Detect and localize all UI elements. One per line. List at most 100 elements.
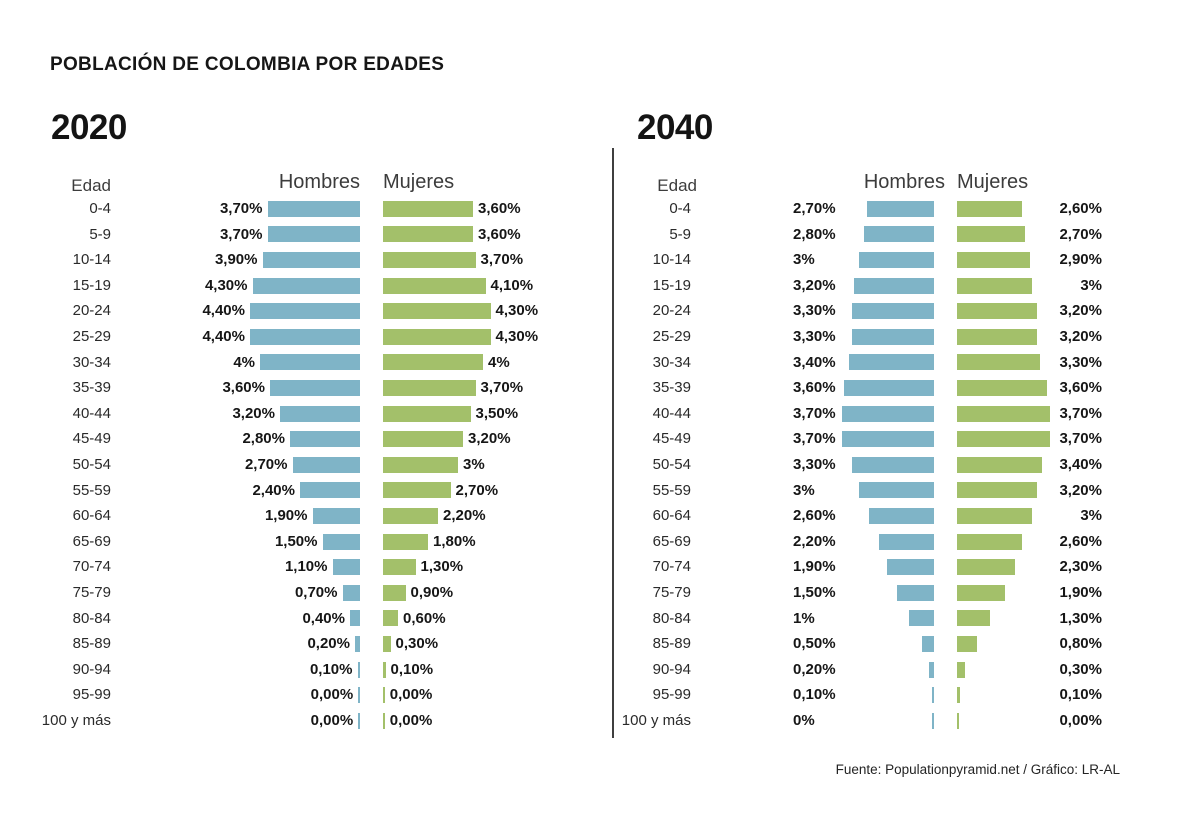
- hombres-bar: [851, 303, 934, 320]
- mujeres-bar: [383, 328, 491, 345]
- hombres-value: 2,70%: [793, 200, 836, 217]
- hombres-value: 1,10%: [284, 558, 328, 576]
- age-label: 40-44: [652, 404, 691, 422]
- hombres-bar: [252, 277, 360, 294]
- hombres-bar: [896, 584, 934, 601]
- age-column-header: Edad: [657, 176, 697, 195]
- mujeres-value: 3%: [463, 456, 485, 473]
- age-label: 45-49: [72, 430, 111, 448]
- hombres-value: 3%: [793, 481, 815, 499]
- hombres-value: 4%: [233, 353, 255, 371]
- age-label: 15-19: [652, 276, 691, 294]
- mujeres-bar: [383, 380, 476, 396]
- hombres-bar: [849, 354, 934, 371]
- mujeres-value: 3,30%: [1059, 353, 1102, 371]
- hombres-value: 3,20%: [793, 276, 836, 294]
- age-label: 60-64: [72, 507, 111, 525]
- hombres-bar: [290, 431, 360, 448]
- mujeres-header: Mujeres: [383, 171, 455, 193]
- hombres-value: 0,70%: [294, 584, 338, 601]
- mujeres-value: 1,90%: [1059, 584, 1102, 601]
- mujeres-bar: [957, 687, 960, 704]
- hombres-value: 0,00%: [310, 686, 354, 704]
- mujeres-value: 3,40%: [1059, 456, 1102, 473]
- age-label: 90-94: [72, 660, 111, 678]
- age-label: 85-89: [72, 635, 111, 653]
- mujeres-bar: [957, 533, 1022, 550]
- mujeres-value: 0,90%: [410, 584, 454, 601]
- mujeres-bar: [957, 456, 1042, 473]
- mujeres-bar: [957, 508, 1032, 524]
- hombres-bar: [250, 328, 360, 345]
- hombres-value: 1,50%: [274, 532, 318, 550]
- mujeres-value: 4,10%: [490, 276, 534, 294]
- hombres-value: 3,30%: [793, 328, 836, 345]
- mujeres-bar: [957, 252, 1030, 268]
- mujeres-bar: [957, 303, 1037, 320]
- hombres-bar: [851, 456, 934, 473]
- mujeres-value: 2,30%: [1059, 558, 1102, 576]
- mujeres-value: 0,00%: [389, 686, 433, 704]
- age-label: 100 y más: [621, 712, 691, 729]
- hombres-value: 3%: [793, 251, 815, 269]
- mujeres-value: 3,20%: [1059, 328, 1102, 345]
- age-label: 65-69: [72, 532, 111, 550]
- hombres-bar: [312, 508, 360, 524]
- mujeres-value: 2,70%: [1059, 225, 1102, 243]
- mujeres-bar: [383, 610, 398, 627]
- mujeres-value: 0,60%: [403, 609, 446, 627]
- age-label: 70-74: [72, 558, 111, 576]
- age-label: 75-79: [72, 584, 111, 601]
- hombres-bar: [929, 661, 934, 678]
- mujeres-bar: [957, 636, 977, 652]
- age-label: 70-74: [652, 558, 691, 576]
- hombres-value: 4,40%: [202, 302, 245, 320]
- hombres-value: 4,40%: [202, 328, 245, 345]
- age-label: 80-84: [72, 609, 111, 627]
- mujeres-bar: [957, 712, 959, 729]
- hombres-value: 0,40%: [302, 609, 345, 627]
- hombres-bar: [270, 380, 360, 396]
- mujeres-bar: [957, 431, 1050, 448]
- mujeres-bar: [383, 508, 438, 524]
- age-label: 20-24: [652, 302, 691, 320]
- hombres-value: 1,90%: [793, 558, 836, 576]
- mujeres-bar: [383, 584, 406, 601]
- age-label: 50-54: [652, 456, 691, 473]
- mujeres-bar: [957, 482, 1037, 499]
- hombres-bar: [869, 508, 934, 524]
- mujeres-value: 0,00%: [1059, 712, 1102, 729]
- age-label: 20-24: [72, 302, 111, 320]
- mujeres-value: 3,70%: [1059, 430, 1102, 448]
- hombres-value: 1,90%: [264, 507, 308, 525]
- mujeres-value: 3,70%: [480, 251, 524, 269]
- hombres-value: 0%: [793, 712, 815, 729]
- age-label: 10-14: [652, 251, 691, 269]
- mujeres-bar: [957, 200, 1022, 217]
- hombres-bar: [350, 610, 360, 627]
- hombres-value: 3,70%: [793, 404, 836, 422]
- age-label: 0-4: [669, 200, 691, 217]
- mujeres-value: 3,20%: [468, 430, 511, 448]
- hombres-bar: [879, 533, 934, 550]
- mujeres-bar: [957, 226, 1025, 243]
- mujeres-value: 2,60%: [1059, 532, 1102, 550]
- mujeres-bar: [957, 354, 1040, 371]
- hombres-value: 3,70%: [219, 225, 263, 243]
- mujeres-value: 3,60%: [478, 200, 521, 217]
- hombres-bar: [342, 584, 360, 601]
- hombres-bar: [358, 687, 360, 704]
- hombres-bar: [280, 405, 360, 422]
- hombres-bar: [292, 456, 360, 473]
- mujeres-value: 2,60%: [1059, 200, 1102, 217]
- hombres-value: 1,50%: [793, 584, 836, 601]
- hombres-value: 4,30%: [204, 276, 248, 294]
- age-label: 75-79: [652, 584, 691, 601]
- hombres-bar: [260, 354, 360, 371]
- mujeres-value: 3%: [1080, 276, 1102, 294]
- hombres-value: 3,30%: [793, 456, 836, 473]
- mujeres-value: 2,20%: [443, 507, 486, 525]
- age-label: 45-49: [652, 430, 691, 448]
- hombres-value: 0,50%: [793, 635, 836, 653]
- mujeres-value: 4%: [488, 353, 510, 371]
